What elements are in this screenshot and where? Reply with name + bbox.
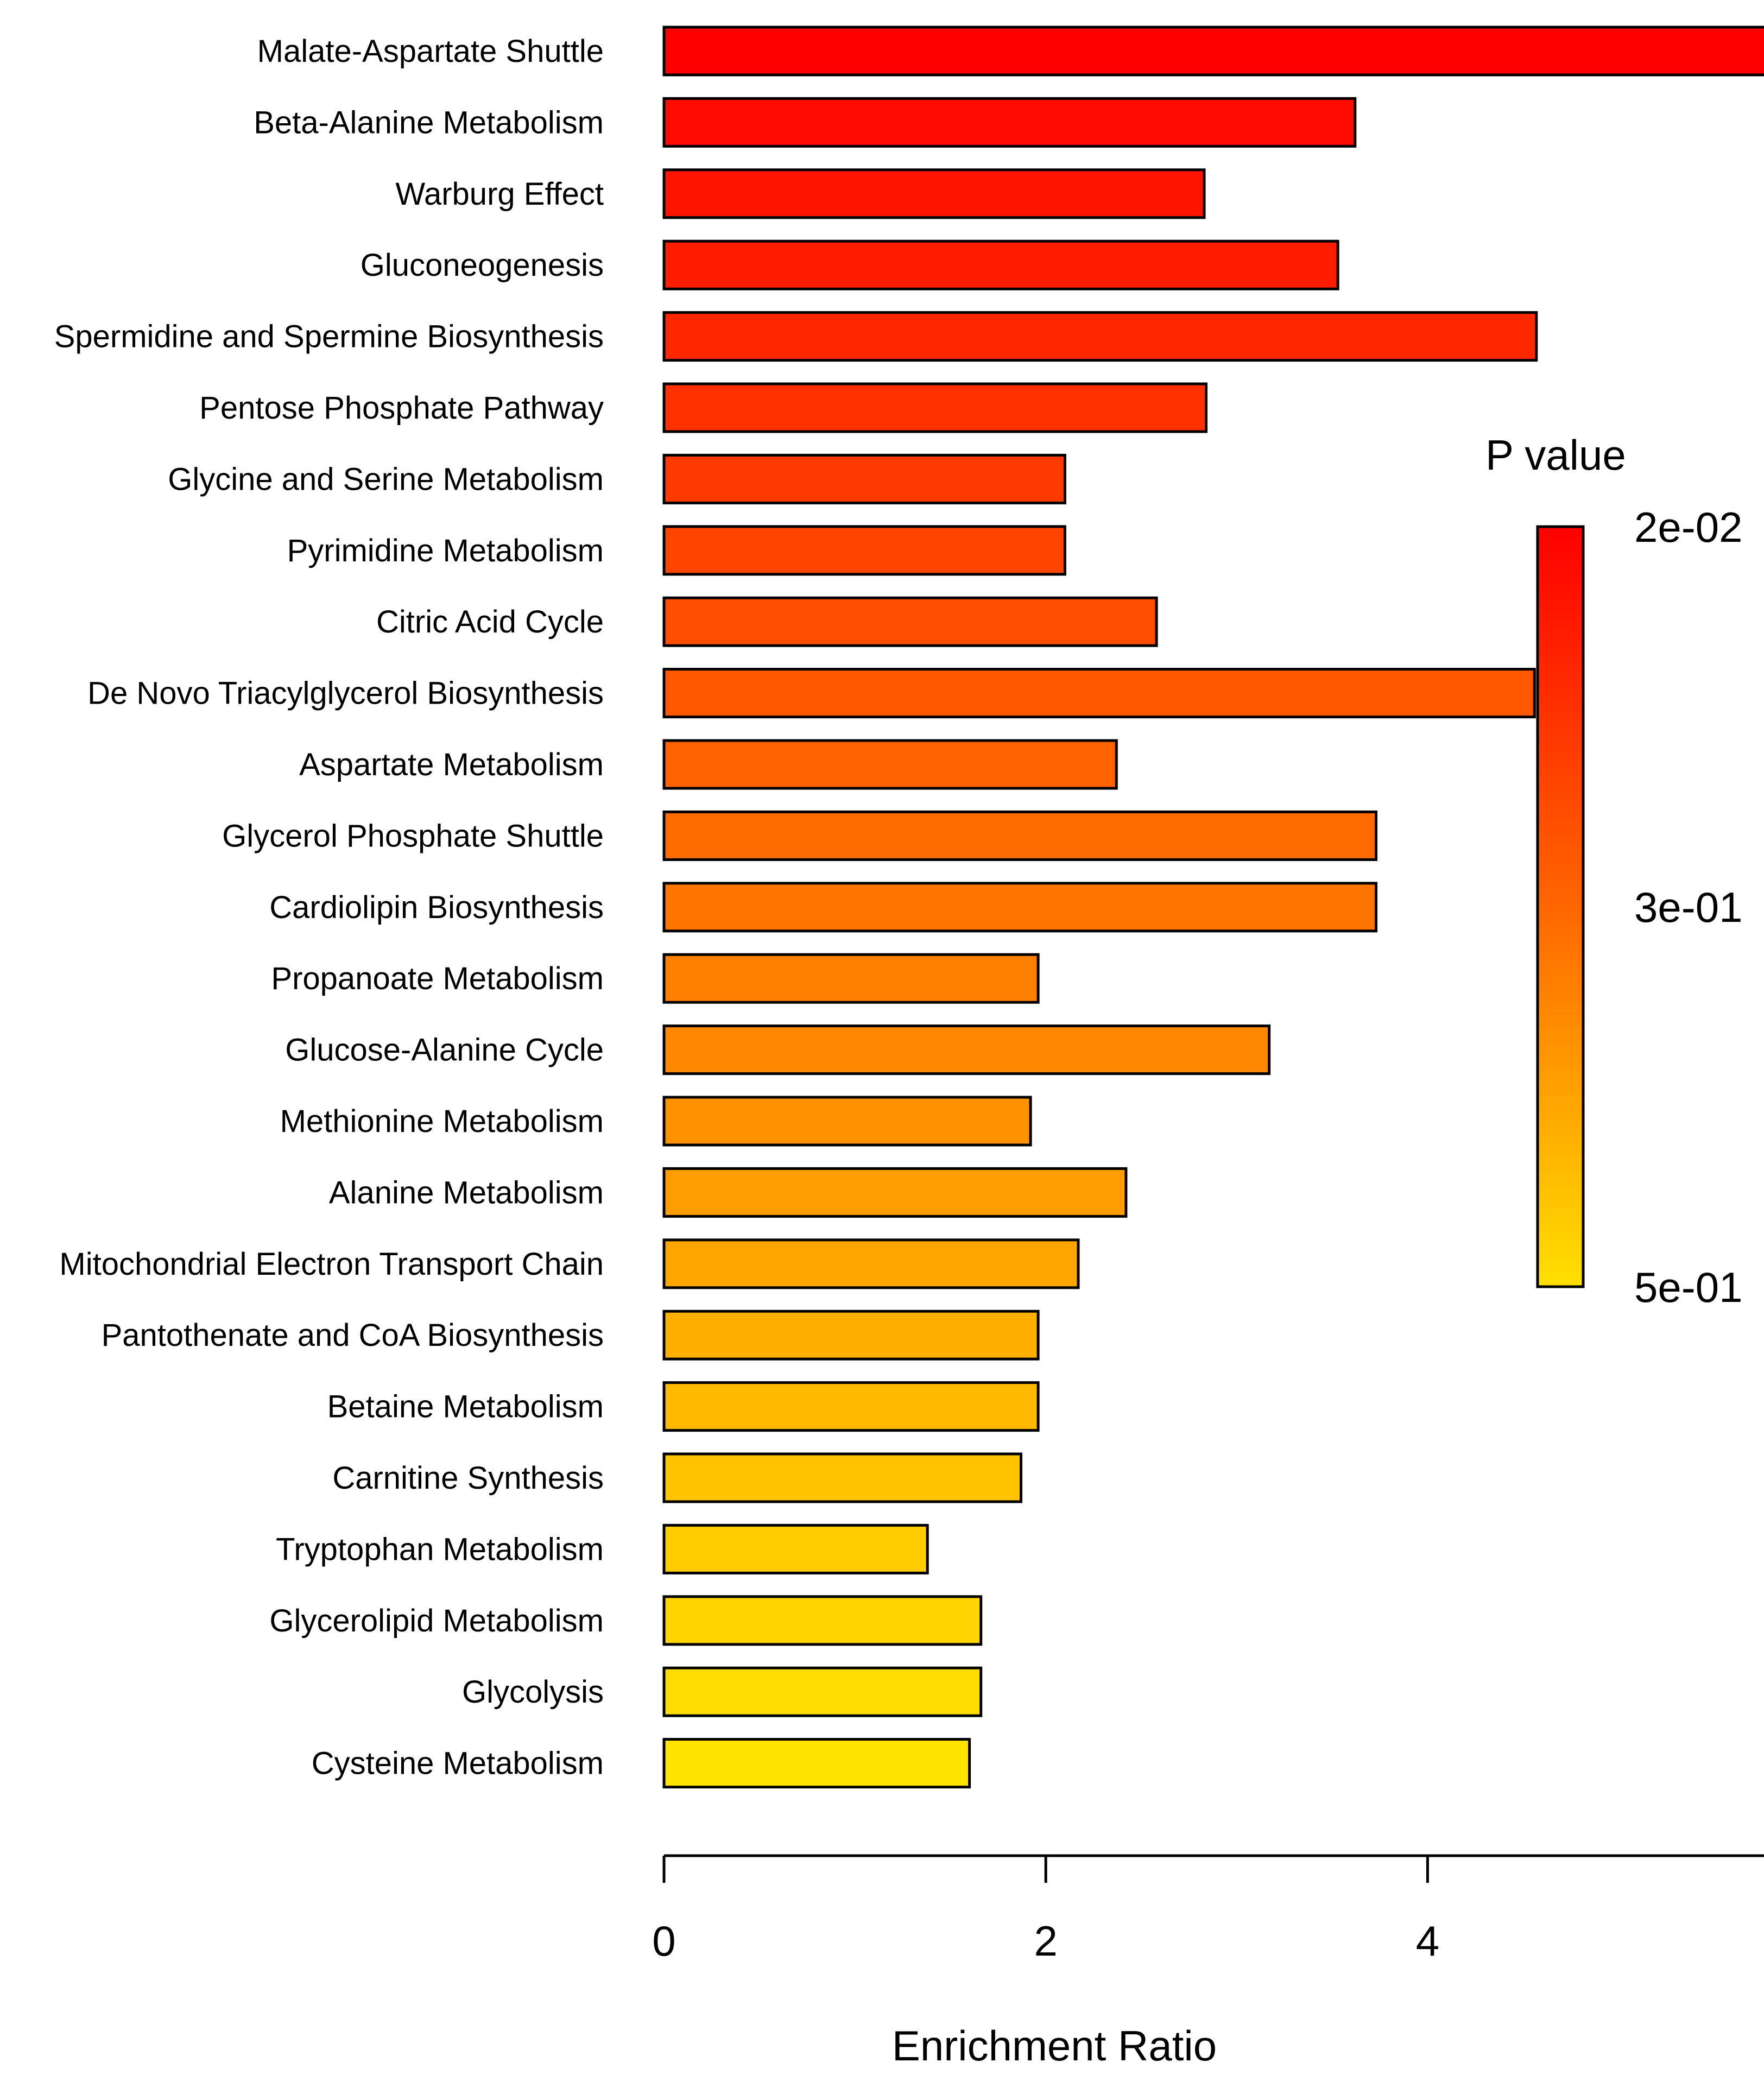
bar [662, 739, 1118, 790]
category-label: Carnitine Synthesis [332, 1460, 604, 1496]
category-label: Spermidine and Spermine Biosynthesis [54, 319, 604, 355]
category-label: Pyrimidine Metabolism [287, 533, 604, 568]
legend-tick-middle: 3e-01 [1634, 883, 1743, 931]
bar [662, 525, 1066, 576]
x-tick-label: 0 [652, 1917, 675, 1965]
bar [662, 1595, 983, 1646]
bar [662, 97, 1357, 148]
bar [662, 1738, 971, 1789]
category-label: Glycine and Serine Metabolism [168, 461, 604, 497]
category-label: Glycerolipid Metabolism [269, 1603, 604, 1639]
category-labels-group: Malate-Aspartate Shuttle Beta-Alanine Met… [54, 34, 604, 1781]
x-axis-title: Enrichment Ratio [892, 2022, 1217, 2070]
bar [662, 596, 1158, 647]
bar [662, 1523, 929, 1574]
x-tick-label: 4 [1416, 1917, 1439, 1965]
category-label: Mitochondrial Electron Transport Chain [59, 1247, 604, 1282]
category-label: Methionine Metabolism [280, 1104, 604, 1139]
category-label: Cysteine Metabolism [312, 1746, 604, 1781]
bar [662, 168, 1206, 219]
category-label: Cardiolipin Biosynthesis [269, 890, 604, 925]
bar [662, 953, 1040, 1004]
bar [662, 1310, 1040, 1361]
x-axis: 02468 [652, 1854, 1764, 1965]
category-label: Alanine Metabolism [329, 1175, 604, 1210]
bar [662, 1024, 1271, 1076]
bar [662, 810, 1377, 861]
category-label: Pantothenate and CoA Biosynthesis [102, 1318, 604, 1353]
bar [662, 1096, 1032, 1147]
legend-tick-top: 2e-02 [1634, 503, 1743, 551]
category-label: Glycerol Phosphate Shuttle [222, 818, 604, 853]
category-label: Propanoate Metabolism [271, 961, 604, 996]
bar [662, 668, 1536, 719]
legend-title: P value [1485, 431, 1626, 479]
bar [662, 1666, 983, 1717]
category-label: Malate-Aspartate Shuttle [257, 34, 604, 69]
bar [662, 1167, 1128, 1218]
bars-group [662, 26, 1764, 1789]
bar [662, 26, 1764, 77]
category-label: Tryptophan Metabolism [276, 1532, 604, 1567]
bar [662, 1238, 1080, 1289]
category-label: Warburg Effect [395, 176, 604, 212]
bar [662, 453, 1066, 504]
bar [662, 311, 1538, 362]
p-value-legend: P value 2e-02 3e-01 5e-01 [1485, 431, 1743, 1311]
bar [662, 882, 1377, 933]
legend-tick-bottom: 5e-01 [1634, 1263, 1743, 1311]
legend-colorbar [1536, 525, 1585, 1288]
bar [662, 1452, 1022, 1503]
category-label: De Novo Triacylglycerol Biosynthesis [87, 676, 604, 711]
x-tick-label: 2 [1034, 1917, 1058, 1965]
category-label: Aspartate Metabolism [299, 747, 604, 782]
category-label: Beta-Alanine Metabolism [254, 105, 604, 140]
category-label: Glycolysis [462, 1674, 604, 1710]
bar [662, 239, 1339, 290]
bar [662, 382, 1207, 433]
category-label: Gluconeogenesis [361, 248, 604, 283]
category-label: Pentose Phosphate Pathway [199, 390, 604, 426]
category-label: Citric Acid Cycle [376, 604, 604, 640]
bar [662, 1381, 1040, 1432]
category-label: Glucose-Alanine Cycle [285, 1033, 604, 1068]
category-label: Betaine Metabolism [327, 1389, 604, 1425]
